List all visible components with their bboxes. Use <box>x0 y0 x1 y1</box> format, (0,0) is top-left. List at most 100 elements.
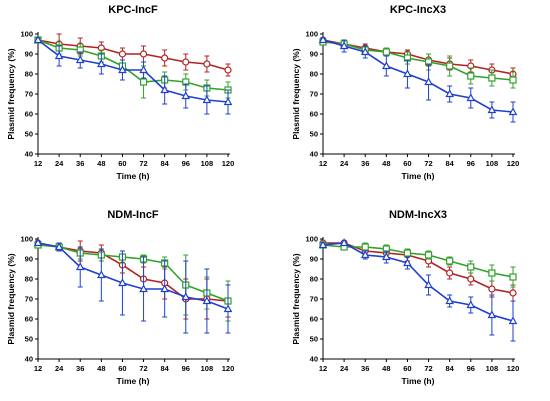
y-tick-label: 100 <box>305 30 318 39</box>
data-point <box>181 91 191 100</box>
x-tick-label: 48 <box>382 159 390 168</box>
x-tick-label: 60 <box>118 364 126 373</box>
data-point <box>508 316 518 325</box>
x-tick-label: 96 <box>467 159 475 168</box>
x-tick-label: 24 <box>55 159 64 168</box>
data-point <box>382 252 391 261</box>
data-point <box>203 60 211 68</box>
data-point <box>339 41 349 50</box>
x-tick-label: 120 <box>222 159 235 168</box>
x-tick-label: 120 <box>507 159 520 168</box>
y-tick-label: 40 <box>310 355 318 364</box>
y-axis-label: Plasmid frequency (%) <box>291 48 301 139</box>
data-point <box>424 280 433 289</box>
x-tick-label: 12 <box>34 364 42 373</box>
y-tick-label: 80 <box>25 275 33 284</box>
x-tick-label: 60 <box>403 159 411 168</box>
x-tick-label: 96 <box>182 364 190 373</box>
data-point <box>118 50 127 58</box>
y-tick-label: 50 <box>310 130 318 139</box>
data-point <box>118 65 127 74</box>
series-green <box>34 241 232 322</box>
y-tick-label: 70 <box>25 90 33 99</box>
data-point <box>160 284 169 293</box>
series-line <box>37 242 229 302</box>
data-point <box>160 85 169 94</box>
x-tick-label: 72 <box>139 159 147 168</box>
chart-title: NDM-IncX3 <box>389 209 447 221</box>
series-blue <box>318 35 518 123</box>
data-point <box>75 262 85 271</box>
panel-ndm-incf: NDM-IncF Plasmid frequency (%) Time (h) … <box>6 209 234 386</box>
series-line <box>322 39 514 113</box>
data-point <box>361 243 369 251</box>
y-axis-label: Plasmid frequency (%) <box>291 253 301 344</box>
data-point <box>509 289 517 297</box>
data-point <box>33 238 43 247</box>
panel-kpc-incx3: KPC-IncX3 Plasmid frequency (%) Time (h)… <box>291 4 519 181</box>
data-point <box>424 251 433 259</box>
x-tick-label: 120 <box>222 364 235 373</box>
y-tick-label: 40 <box>25 355 33 364</box>
data-point <box>509 273 517 281</box>
data-point <box>382 48 390 56</box>
data-point <box>403 249 412 257</box>
y-tick-label: 80 <box>25 70 33 79</box>
data-point <box>118 278 127 287</box>
y-tick-label: 50 <box>310 335 318 344</box>
x-axis-label: Time (h) <box>402 376 435 386</box>
data-point <box>223 304 233 313</box>
x-tick-label: 48 <box>97 159 105 168</box>
series-blue <box>33 35 233 115</box>
x-tick-label: 84 <box>445 159 454 168</box>
data-point <box>445 296 454 305</box>
x-tick-label: 48 <box>97 364 105 373</box>
x-tick-label: 72 <box>139 364 147 373</box>
x-tick-label: 84 <box>160 159 169 168</box>
y-tick-label: 60 <box>310 110 318 119</box>
y-tick-label: 100 <box>20 30 33 39</box>
x-tick-label: 84 <box>160 364 169 373</box>
x-axis-label: Time (h) <box>117 376 150 386</box>
x-tick-label: 96 <box>182 159 190 168</box>
data-point <box>97 270 106 279</box>
data-point <box>224 66 232 74</box>
series-line <box>37 39 229 103</box>
series-line <box>37 39 229 71</box>
x-tick-label: 12 <box>34 159 42 168</box>
x-tick-label: 48 <box>382 364 390 373</box>
y-tick-label: 80 <box>310 275 318 284</box>
data-point <box>33 35 43 44</box>
y-axis-label: Plasmid frequency (%) <box>6 253 16 344</box>
y-tick-label: 90 <box>25 50 33 59</box>
x-tick-label: 84 <box>445 364 454 373</box>
x-tick-label: 96 <box>467 364 475 373</box>
data-point <box>139 65 148 74</box>
series-blue <box>318 238 518 342</box>
series-line <box>322 244 514 278</box>
data-point <box>139 284 148 293</box>
x-tick-label: 72 <box>424 159 432 168</box>
series-line <box>322 41 514 81</box>
x-tick-label: 12 <box>319 364 327 373</box>
x-axis-label: Time (h) <box>117 171 150 181</box>
data-point <box>139 78 148 86</box>
data-point <box>182 58 190 66</box>
x-tick-label: 36 <box>76 159 84 168</box>
data-point <box>488 74 496 82</box>
y-tick-label: 60 <box>25 315 33 324</box>
y-tick-label: 90 <box>310 255 318 264</box>
y-tick-label: 40 <box>25 150 33 159</box>
series-green <box>34 36 232 99</box>
series-red <box>319 36 517 81</box>
x-tick-label: 24 <box>55 364 64 373</box>
chart-title: NDM-IncF <box>107 209 159 221</box>
data-point <box>467 263 475 271</box>
data-point <box>508 107 518 116</box>
data-point <box>446 257 454 265</box>
x-axis-label: Time (h) <box>402 171 435 181</box>
data-point <box>466 300 476 309</box>
y-tick-label: 90 <box>25 255 33 264</box>
chart-title: KPC-IncX3 <box>390 4 446 16</box>
